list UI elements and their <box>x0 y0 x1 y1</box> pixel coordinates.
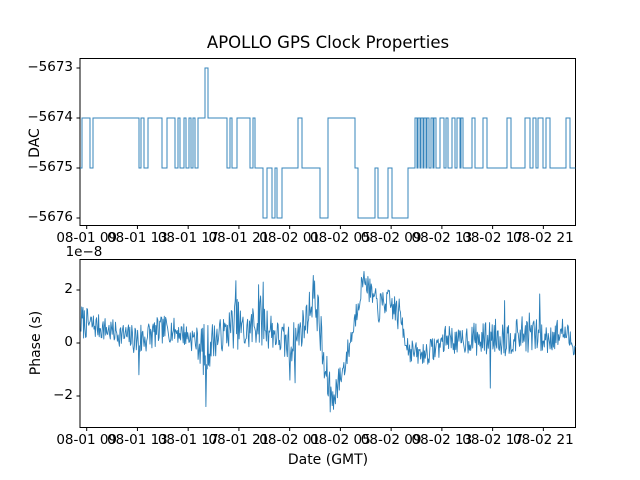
y-tick-label: −5676 <box>27 209 73 225</box>
x-tick-label: 08-02 13 <box>411 432 473 448</box>
x-tick-label: 08-02 13 <box>411 230 473 246</box>
y-tick-label: 0 <box>64 334 73 350</box>
x-tick-label: 08-01 09 <box>56 432 118 448</box>
axes-frame <box>79 259 576 428</box>
y-tick-label: 2 <box>64 281 73 297</box>
x-tick-label: 08-01 21 <box>208 432 270 448</box>
dac-step-line <box>80 67 576 219</box>
x-tick-label: 08-02 09 <box>360 432 422 448</box>
axes-frame <box>79 58 576 226</box>
x-tick-label: 08-01 09 <box>56 230 118 246</box>
x-tick-label: 08-02 01 <box>259 230 320 246</box>
x-tick-label: 08-02 09 <box>360 230 422 246</box>
dac-axis-label: DAC <box>27 128 43 158</box>
x-tick-label: 08-01 13 <box>107 230 168 246</box>
x-tick-label: 08-01 13 <box>107 432 168 448</box>
x-tick-label: 08-02 17 <box>462 230 523 246</box>
x-tick-label: 08-01 21 <box>208 230 270 246</box>
phase-noise-line <box>80 270 576 413</box>
phase-offset-exponent: 1e−8 <box>65 244 103 260</box>
y-tick-label: −2 <box>53 387 73 403</box>
x-tick-label: 08-02 17 <box>462 432 523 448</box>
x-tick-label: 08-01 17 <box>157 230 219 246</box>
x-tick-label: 08-02 21 <box>513 230 574 246</box>
y-tick-label: −5673 <box>27 59 73 75</box>
x-tick-label: 08-02 01 <box>259 432 320 448</box>
x-tick-label: 08-02 21 <box>513 432 574 448</box>
figure-title: APOLLO GPS Clock Properties <box>206 33 450 52</box>
date-axis-label: Date (GMT) <box>287 452 369 468</box>
x-tick-label: 08-02 05 <box>310 230 371 246</box>
y-tick-label: −5674 <box>27 109 73 125</box>
x-tick-label: 08-02 05 <box>310 432 371 448</box>
x-tick-label: 08-01 17 <box>157 432 219 448</box>
y-tick-label: −5675 <box>27 159 73 175</box>
